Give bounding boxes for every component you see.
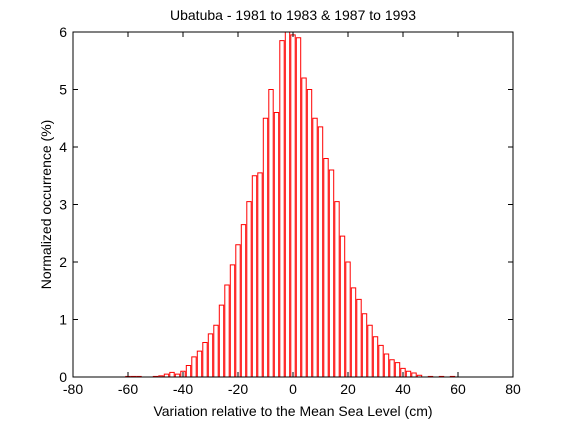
y-axis-title: Normalized occurrence (%) <box>38 120 54 290</box>
histogram-bar <box>202 342 208 378</box>
x-tick-label: -40 <box>173 381 193 397</box>
histogram-bar <box>323 158 329 378</box>
y-tick-label: 6 <box>59 24 67 40</box>
histogram-bar <box>372 336 379 378</box>
histogram-bar <box>356 298 362 378</box>
histogram-bar <box>295 37 302 378</box>
histogram-bar <box>367 324 373 378</box>
histogram-bar <box>405 370 412 378</box>
histogram-bar <box>339 235 346 378</box>
histogram-bar <box>361 313 368 378</box>
histogram-bar <box>317 126 324 378</box>
y-tick-label: 4 <box>59 139 67 155</box>
x-tick-label: -20 <box>228 381 248 397</box>
histogram-bar <box>279 40 285 378</box>
histogram-bar <box>411 372 417 378</box>
histogram-bar <box>262 117 269 378</box>
y-tick-label: 3 <box>59 197 67 213</box>
x-tick-label: 80 <box>505 381 521 397</box>
histogram-bar <box>389 359 395 378</box>
histogram-bar <box>312 117 318 378</box>
histogram-bar <box>229 264 236 378</box>
histogram-bar <box>191 356 197 378</box>
y-tick-label: 2 <box>59 254 67 270</box>
x-axis: -80 -60 -40 -20 0 20 40 60 80 <box>63 32 521 397</box>
histogram-bar <box>240 224 247 378</box>
histogram-bar <box>268 89 274 378</box>
histogram-bar <box>213 324 219 378</box>
y-tick-label: 1 <box>59 312 67 328</box>
y-tick-label: 0 <box>59 369 67 385</box>
histogram-bar <box>251 175 258 378</box>
histogram-bar <box>246 201 252 378</box>
x-tick-label: 0 <box>289 381 297 397</box>
histogram-bar <box>345 261 351 378</box>
y-tick-label: 5 <box>59 82 67 98</box>
histogram-bar <box>218 304 225 378</box>
x-tick-label: -60 <box>118 381 138 397</box>
histogram-bar <box>207 333 214 378</box>
histogram-bar <box>273 112 280 378</box>
y-axis: 0 1 2 3 4 5 6 <box>59 24 513 385</box>
histogram-bar <box>169 371 175 378</box>
histogram-bar <box>235 244 241 378</box>
histogram-bar <box>257 172 263 378</box>
histogram-bar <box>350 287 357 378</box>
x-tick-label: -80 <box>63 381 83 397</box>
histogram-bar <box>378 344 384 378</box>
histogram-bar <box>196 350 203 378</box>
histogram-bar <box>185 365 192 378</box>
histogram-bar <box>224 284 230 378</box>
histogram-bar <box>284 31 291 378</box>
histogram-bar <box>383 353 390 378</box>
histogram-bar <box>301 77 307 378</box>
histogram-bar <box>334 201 340 378</box>
histogram-bar <box>394 362 401 378</box>
histogram-bar <box>328 169 335 378</box>
x-tick-label: 60 <box>450 381 466 397</box>
chart-title: Ubatuba - 1981 to 1983 & 1987 to 1993 <box>170 7 416 23</box>
x-tick-label: 20 <box>340 381 356 397</box>
x-axis-title: Variation relative to the Mean Sea Level… <box>153 403 432 419</box>
histogram-bar <box>306 89 313 378</box>
x-tick-label: 40 <box>395 381 411 397</box>
histogram-bar <box>290 34 296 378</box>
